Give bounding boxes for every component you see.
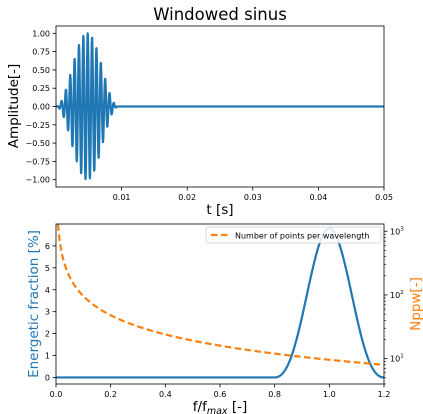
y-tick-label: 0.25 (32, 84, 50, 93)
waveform-chart: Windowed sinus 1.00 0.75 0.50 0.25 0.00 −0.25… (6, 5, 393, 218)
y-tick-label: 1.00 (32, 29, 50, 38)
y-tick-label: 2 (45, 330, 50, 339)
y-tick-label: 0 (45, 373, 50, 382)
y-tick-label: 4 (45, 286, 50, 295)
x-tick-label: 0.0 (50, 390, 63, 399)
x-axis-ticks: 0.0 0.2 0.4 0.6 0.8 1.0 1.2 (50, 384, 391, 399)
plot-frame (55, 223, 385, 385)
y-tick-label: −0.25 (25, 121, 50, 130)
y-tick-label: −0.75 (25, 157, 50, 166)
legend: Number of points per wavelength (205, 226, 382, 244)
y-tick-label: 0.75 (32, 48, 50, 57)
series-line-windowed-sinus (56, 32, 384, 181)
y-tick-label: 3 (45, 308, 50, 317)
legend-box (205, 226, 382, 244)
x-axis-label: t [s] (206, 202, 233, 218)
y-tick-label: 6 (45, 242, 50, 251)
right-y-axis-label: Nppw[-] (408, 277, 423, 331)
y-tick-label: −1.00 (25, 176, 50, 185)
y-tick-label: −0.50 (25, 139, 50, 148)
left-y-axis-label: Energetic fraction [%] (26, 230, 42, 378)
x-axis-label: f/fmax [-] (193, 399, 247, 414)
y-tick-label: 5 (45, 264, 50, 273)
x-axis-ticks: 0.01 0.02 0.03 0.04 0.05 (113, 187, 393, 202)
x-tick-label: 0.2 (104, 390, 117, 399)
right-y-tick-label: 102 (390, 290, 404, 300)
series-line-points-per-wavelength (56, 224, 384, 366)
plot-frame (55, 25, 385, 188)
x-tick-label: 0.02 (178, 193, 196, 202)
y-axis-label: Amplitude[-] (6, 64, 22, 149)
x-tick-label: 0.01 (113, 193, 131, 202)
y-axis-ticks: 1.00 0.75 0.50 0.25 0.00 −0.25 −0.50 −0.75 −1.00 (25, 29, 56, 185)
x-tick-label: 0.6 (214, 390, 227, 399)
x-tick-label: 0.04 (309, 193, 327, 202)
y-tick-label: 1 (45, 352, 50, 361)
x-tick-label: 1.0 (323, 390, 336, 399)
x-tick-label: 0.8 (268, 390, 281, 399)
chart-title: Windowed sinus (153, 5, 287, 24)
x-tick-label: 1.2 (378, 390, 391, 399)
series-line-energetic-fraction (56, 227, 384, 379)
right-y-axis-ticks: 101 102 103 (384, 226, 404, 385)
left-y-axis-ticks: 0 1 2 3 4 5 6 (45, 242, 56, 382)
right-y-tick-label: 101 (390, 354, 404, 364)
legend-entry-points-per-wavelength: Number of points per wavelength (235, 232, 369, 241)
y-tick-label: 0.50 (32, 66, 50, 75)
x-tick-label: 0.03 (244, 193, 262, 202)
x-tick-label: 0.05 (375, 193, 393, 202)
y-tick-label: 0.00 (32, 103, 50, 112)
x-tick-label: 0.4 (159, 390, 172, 399)
right-y-tick-label: 103 (390, 226, 404, 236)
